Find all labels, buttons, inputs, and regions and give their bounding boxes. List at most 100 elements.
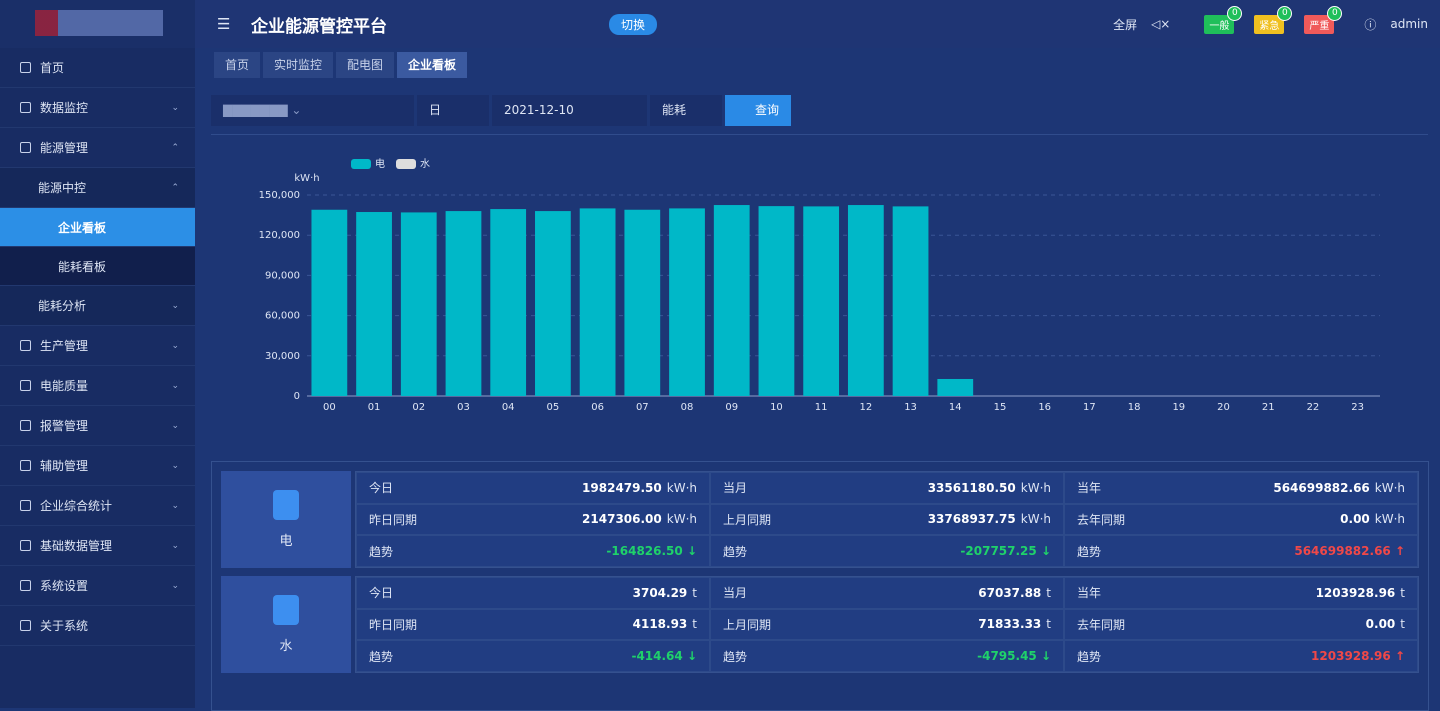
- menu-item[interactable]: 能源中控 ⌃: [0, 168, 195, 208]
- stat-cell: 去年同期 0.00 kW·h: [1064, 503, 1418, 536]
- date-picker[interactable]: 2021-12-10: [492, 95, 647, 126]
- stat-number: -4795.45: [977, 649, 1037, 664]
- stat-cell: 当年 1203928.96 t: [1064, 577, 1418, 609]
- help[interactable]: ⓘ: [1364, 17, 1377, 32]
- stat-value: 0.00 t: [1366, 617, 1405, 631]
- x-tick-label: 11: [815, 402, 828, 413]
- card-name: 水: [221, 576, 351, 673]
- stat-cell: 今日 1982479.50 kW·h: [356, 472, 710, 504]
- stat-unit: t: [692, 617, 697, 632]
- query-button[interactable]: 查询: [725, 95, 792, 126]
- x-tick-label: 20: [1217, 402, 1230, 413]
- menu-item[interactable]: 首页: [0, 48, 195, 88]
- card-icon: [273, 595, 299, 625]
- tab[interactable]: 配电图: [336, 52, 395, 78]
- user[interactable]: admin: [1390, 17, 1428, 31]
- y-tick-label: 30,000: [265, 351, 300, 362]
- x-tick-label: 01: [368, 402, 381, 413]
- stat-number: 67037.88: [978, 585, 1042, 600]
- tab[interactable]: 企业看板: [397, 52, 468, 78]
- alarm-badge[interactable]: 一般 0: [1204, 5, 1243, 34]
- switch-button[interactable]: 切换: [609, 13, 658, 35]
- tab[interactable]: 实时监控: [263, 52, 334, 78]
- menu-icon: [20, 580, 31, 591]
- menu-item[interactable]: 企业看板: [0, 208, 195, 247]
- menu-arrow: ⌄: [171, 580, 179, 591]
- trend-arrow: ↑: [1390, 649, 1405, 664]
- stat-value: 1982479.50 kW·h: [582, 481, 697, 495]
- toolbar: 全屏 ◁× 一般 0 紧急 0 严重 0 ⓘ admin: [1113, 0, 1428, 48]
- stat-cell: 趋势 -4795.45 ↓: [710, 640, 1064, 672]
- stat-number: 1203928.96: [1315, 585, 1396, 600]
- stat-value: 564699882.66 ↑: [1294, 544, 1405, 558]
- trend-arrow: ↓: [1036, 649, 1051, 664]
- stat-label: 去年同期: [1077, 512, 1126, 527]
- menu-item[interactable]: 生产管理 ⌄: [0, 326, 195, 366]
- menu-item[interactable]: 基础数据管理 ⌄: [0, 526, 195, 566]
- menu: 首页 数据监控 ⌄ 能源管理 ⌃ 能源中控 ⌃ 企业看板 能耗看板 能耗分析 ⌄ 生产管理 ⌄ 电能质量 ⌄…: [0, 48, 195, 646]
- stat-number: 1203928.96: [1311, 649, 1391, 664]
- stat-cell: 趋势 564699882.66 ↑: [1064, 535, 1418, 567]
- mute[interactable]: ◁×: [1151, 17, 1171, 31]
- stat-value: 33561180.50 kW·h: [928, 481, 1051, 495]
- stat-unit: kW·h: [666, 480, 697, 495]
- period-select[interactable]: 日: [417, 95, 489, 126]
- logo: [0, 0, 195, 48]
- stat-value: 1203928.96 ↑: [1311, 649, 1405, 663]
- energy-card: 水 今日 3704.29 t 当月 67037.88 t 当年 1203928.96 t 昨日同期 4…: [221, 576, 1419, 673]
- menu-item[interactable]: 电能质量 ⌄: [0, 366, 195, 406]
- menu-label: 基础数据管理: [40, 539, 113, 553]
- menu-label: 报警管理: [40, 419, 89, 433]
- stat-cell: 趋势 1203928.96 ↑: [1064, 640, 1418, 672]
- menu-item[interactable]: 数据监控 ⌄: [0, 88, 195, 128]
- menu-item[interactable]: 报警管理 ⌄: [0, 406, 195, 446]
- menu-label: 能源中控: [38, 181, 87, 195]
- menu-item[interactable]: 能源管理 ⌃: [0, 128, 195, 168]
- x-tick-label: 02: [412, 402, 425, 413]
- stat-cell: 去年同期 0.00 t: [1064, 608, 1418, 641]
- alarm-badge[interactable]: 严重 0: [1304, 5, 1343, 34]
- x-tick-label: 07: [636, 402, 649, 413]
- legend-label: 电: [375, 157, 385, 170]
- x-tick-label: 18: [1128, 402, 1141, 413]
- stat-number: -414.64: [631, 649, 683, 664]
- stat-number: 1982479.50: [582, 480, 662, 495]
- bar: [937, 378, 974, 396]
- stat-cell: 当月 33561180.50 kW·h: [710, 472, 1064, 504]
- menu-item[interactable]: 能耗分析 ⌄: [0, 286, 195, 326]
- menu-item[interactable]: 能耗看板: [0, 247, 195, 286]
- tabs: 首页 实时监控 配电图 企业看板: [214, 52, 468, 78]
- menu-label: 能耗分析: [38, 299, 87, 313]
- alarm-badge[interactable]: 紧急 0: [1254, 5, 1293, 34]
- stat-value: 564699882.66 kW·h: [1273, 481, 1405, 495]
- stat-unit: t: [692, 585, 697, 600]
- tab[interactable]: 首页: [214, 52, 261, 78]
- metric-select[interactable]: 能耗: [650, 95, 722, 126]
- menu-arrow: ⌄: [171, 500, 179, 511]
- menu-icon: [20, 380, 31, 391]
- menu-arrow: ⌄: [171, 102, 179, 113]
- menu-label: 能耗看板: [58, 259, 107, 274]
- stat-cell: 趋势 -207757.25 ↓: [710, 535, 1064, 567]
- menu-toggle[interactable]: ☰: [217, 15, 231, 33]
- menu-label: 关于系统: [40, 619, 89, 633]
- card-title: 水: [279, 639, 293, 654]
- stat-unit: kW·h: [1374, 480, 1405, 495]
- menu-item[interactable]: 辅助管理 ⌄: [0, 446, 195, 486]
- site-select[interactable]: ▇▇▇▇▇▇▇ ⌄: [211, 95, 414, 126]
- stat-number: 33768937.75: [927, 512, 1016, 527]
- menu-item[interactable]: 关于系统: [0, 606, 195, 646]
- x-tick-label: 19: [1172, 402, 1185, 413]
- stat-label: 趋势: [1077, 649, 1102, 664]
- fullscreen[interactable]: 全屏: [1113, 17, 1138, 32]
- y-tick-label: 150,000: [259, 190, 300, 201]
- menu-item[interactable]: 企业综合统计 ⌄: [0, 486, 195, 526]
- menu-icon: [20, 540, 31, 551]
- stat-number: 0.00: [1340, 512, 1370, 527]
- bar: [535, 211, 571, 396]
- menu-icon: [20, 620, 31, 631]
- x-tick-label: 14: [949, 402, 962, 413]
- menu-label: 生产管理: [40, 339, 89, 353]
- menu-item[interactable]: 系统设置 ⌄: [0, 566, 195, 606]
